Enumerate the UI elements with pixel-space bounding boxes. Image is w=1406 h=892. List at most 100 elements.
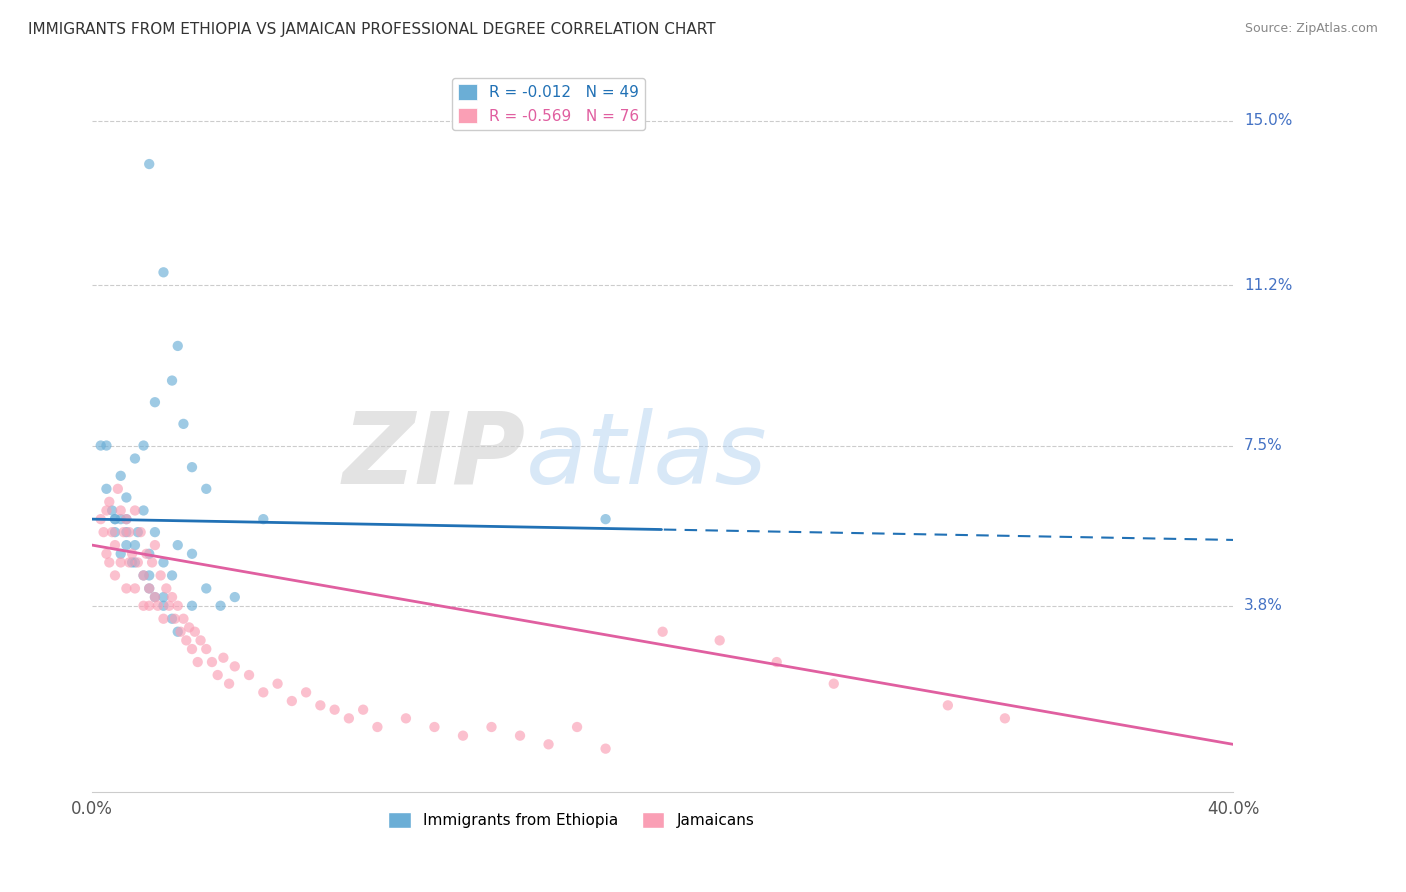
Point xyxy=(195,642,218,657)
Point xyxy=(115,512,138,526)
Point xyxy=(160,590,183,604)
Point xyxy=(101,503,124,517)
Point xyxy=(138,157,160,171)
Point xyxy=(93,525,115,540)
Point xyxy=(104,512,127,526)
Text: 3.8%: 3.8% xyxy=(1244,599,1284,614)
Point xyxy=(651,624,673,639)
Point xyxy=(104,512,127,526)
Point xyxy=(127,525,149,540)
Text: atlas: atlas xyxy=(526,408,768,505)
Point xyxy=(160,374,183,388)
Point xyxy=(121,556,143,570)
Text: ZIP: ZIP xyxy=(343,408,526,505)
Point xyxy=(118,525,141,540)
Point xyxy=(110,512,132,526)
Point xyxy=(115,582,138,596)
Point xyxy=(252,512,274,526)
Point xyxy=(209,599,232,613)
Point xyxy=(149,568,172,582)
Point xyxy=(129,525,152,540)
Point xyxy=(160,612,183,626)
Point xyxy=(595,512,617,526)
Point xyxy=(181,547,204,561)
Point xyxy=(115,538,138,552)
Point xyxy=(218,676,240,690)
Point xyxy=(163,612,186,626)
Point xyxy=(195,482,218,496)
Point xyxy=(994,711,1017,725)
Point xyxy=(110,503,132,517)
Point xyxy=(143,538,166,552)
Point xyxy=(160,568,183,582)
Point xyxy=(352,703,374,717)
Point xyxy=(201,655,224,669)
Point xyxy=(176,633,198,648)
Point xyxy=(110,556,132,570)
Point xyxy=(595,741,617,756)
Legend: Immigrants from Ethiopia, Jamaicans: Immigrants from Ethiopia, Jamaicans xyxy=(382,806,761,834)
Point xyxy=(179,620,201,634)
Text: Source: ZipAtlas.com: Source: ZipAtlas.com xyxy=(1244,22,1378,36)
Point xyxy=(157,599,180,613)
Point xyxy=(252,685,274,699)
Point xyxy=(143,590,166,604)
Point xyxy=(184,624,207,639)
Point xyxy=(96,547,118,561)
Point xyxy=(295,685,318,699)
Text: IMMIGRANTS FROM ETHIOPIA VS JAMAICAN PROFESSIONAL DEGREE CORRELATION CHART: IMMIGRANTS FROM ETHIOPIA VS JAMAICAN PRO… xyxy=(28,22,716,37)
Point xyxy=(143,525,166,540)
Point xyxy=(451,729,474,743)
Point xyxy=(101,525,124,540)
Point xyxy=(121,547,143,561)
Point xyxy=(823,676,845,690)
Point xyxy=(146,599,169,613)
Point xyxy=(124,582,146,596)
Point xyxy=(132,599,155,613)
Point xyxy=(224,590,246,604)
Point xyxy=(135,547,157,561)
Point xyxy=(124,451,146,466)
Point xyxy=(565,720,588,734)
Point xyxy=(195,582,218,596)
Point xyxy=(181,642,204,657)
Point xyxy=(124,503,146,517)
Text: 11.2%: 11.2% xyxy=(1244,277,1292,293)
Point xyxy=(537,737,560,751)
Point xyxy=(423,720,446,734)
Point xyxy=(141,556,163,570)
Point xyxy=(152,265,174,279)
Point xyxy=(104,538,127,552)
Point xyxy=(190,633,212,648)
Point xyxy=(936,698,959,713)
Point xyxy=(115,512,138,526)
Point xyxy=(115,491,138,505)
Point xyxy=(166,538,188,552)
Point xyxy=(152,599,174,613)
Point xyxy=(212,650,235,665)
Point xyxy=(104,568,127,582)
Point xyxy=(187,655,209,669)
Point xyxy=(337,711,360,725)
Point xyxy=(172,612,194,626)
Point xyxy=(124,556,146,570)
Point xyxy=(207,668,229,682)
Point xyxy=(138,568,160,582)
Point xyxy=(166,599,188,613)
Point xyxy=(98,556,121,570)
Point xyxy=(152,556,174,570)
Point xyxy=(238,668,260,682)
Point xyxy=(143,395,166,409)
Text: 15.0%: 15.0% xyxy=(1244,113,1292,128)
Point xyxy=(166,339,188,353)
Text: 7.5%: 7.5% xyxy=(1244,438,1282,453)
Point xyxy=(110,547,132,561)
Point xyxy=(181,599,204,613)
Point xyxy=(481,720,503,734)
Point xyxy=(118,556,141,570)
Point xyxy=(132,568,155,582)
Point xyxy=(155,582,177,596)
Point xyxy=(309,698,332,713)
Point xyxy=(166,624,188,639)
Point xyxy=(765,655,787,669)
